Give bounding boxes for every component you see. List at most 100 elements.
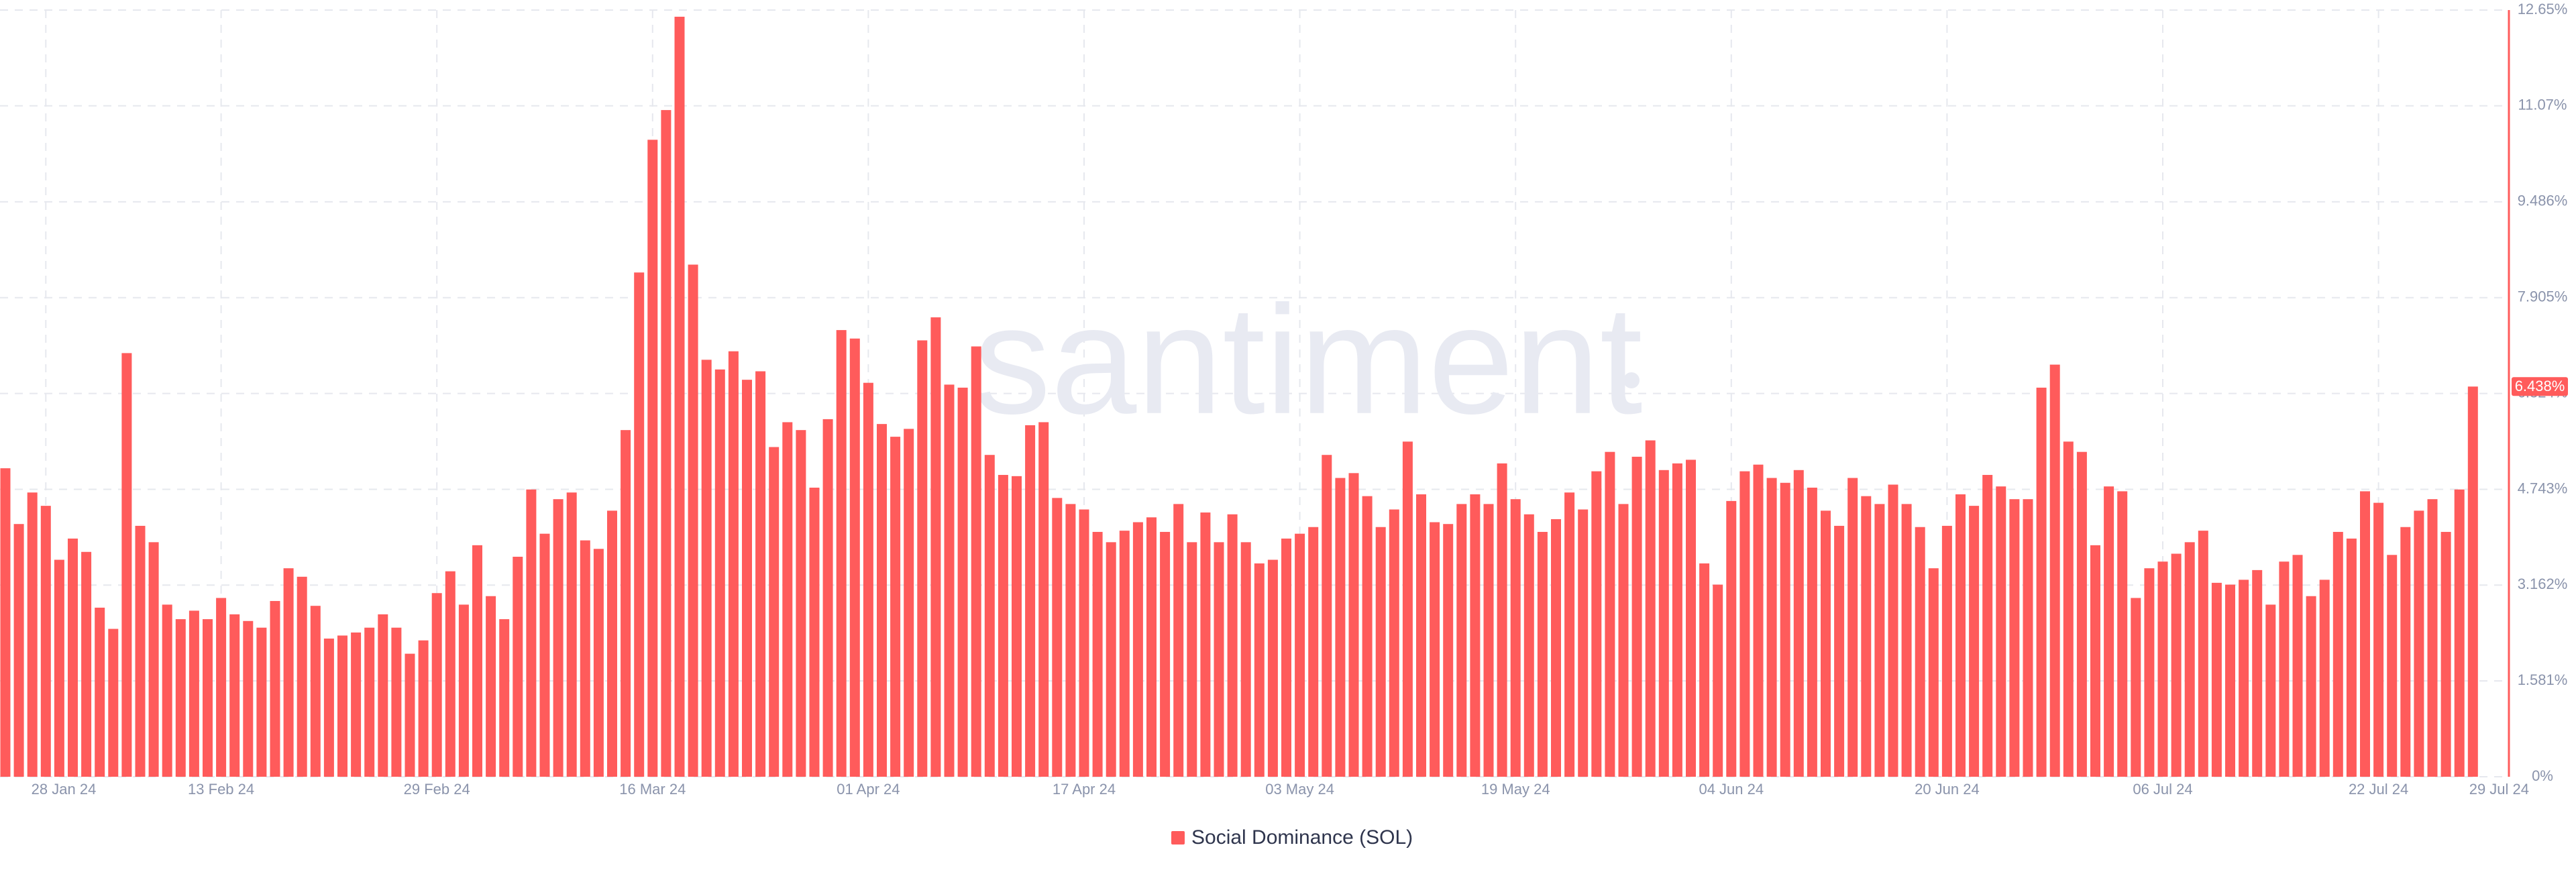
- bar: [2198, 531, 2208, 777]
- bar: [351, 632, 362, 777]
- bar: [1079, 509, 1089, 777]
- bar: [1686, 459, 1696, 777]
- bar: [2265, 604, 2276, 777]
- bar: [81, 551, 92, 777]
- bar: [418, 640, 429, 777]
- bar: [1631, 456, 1642, 777]
- bar: [1793, 470, 1804, 777]
- bar: [1430, 522, 1440, 777]
- bar: [755, 371, 766, 777]
- bar: [2414, 510, 2424, 777]
- bar: [1322, 455, 1332, 777]
- bar: [472, 545, 482, 777]
- bar: [1375, 527, 1386, 777]
- bar: [1173, 504, 1184, 777]
- bar: [391, 627, 402, 777]
- bar: [1092, 531, 1103, 777]
- x-tick-label: 04 Jun 24: [1699, 781, 1764, 798]
- bar: [796, 430, 806, 777]
- bar: [2171, 553, 2182, 777]
- bar: [877, 424, 887, 777]
- bar: [1780, 482, 1790, 777]
- bar: [1443, 524, 1454, 777]
- bar: [1281, 538, 1291, 777]
- watermark-dot: [1623, 372, 1640, 388]
- bar: [1941, 525, 1952, 777]
- bar: [1726, 500, 1737, 777]
- bar: [513, 557, 523, 777]
- bar: [2049, 364, 2060, 777]
- y-tick-label: 12.65%: [2518, 1, 2568, 17]
- bar: [2239, 580, 2249, 777]
- bar: [121, 353, 132, 777]
- bar: [1996, 486, 2006, 777]
- bar: [1874, 504, 1885, 777]
- bar: [2131, 598, 2141, 777]
- bar: [40, 506, 51, 777]
- bar: [2332, 531, 2343, 777]
- bar: [1012, 476, 1022, 777]
- bar: [782, 422, 793, 777]
- bar: [2009, 499, 2020, 777]
- bar: [930, 317, 941, 777]
- labels: 0%1.581%3.162%4.743%6.324%7.905%9.486%11…: [32, 1, 2568, 849]
- bar: [2387, 555, 2398, 777]
- bar: [203, 619, 213, 777]
- bar: [917, 340, 928, 777]
- bar: [1254, 563, 1265, 777]
- bar: [2090, 545, 2100, 777]
- bar: [189, 610, 199, 777]
- bar: [2279, 561, 2290, 777]
- bar: [1456, 504, 1467, 777]
- bar: [2225, 584, 2235, 777]
- bar: [54, 559, 64, 777]
- bar: [1483, 504, 1494, 777]
- bar: [688, 264, 698, 777]
- bar: [1928, 568, 1939, 777]
- bar: [714, 369, 725, 777]
- bar: [1564, 492, 1575, 777]
- bar: [378, 614, 388, 777]
- bar: [2373, 502, 2384, 777]
- bar: [256, 627, 267, 777]
- bar: [445, 571, 455, 777]
- bar: [904, 429, 914, 777]
- bar: [1146, 517, 1157, 777]
- bar: [458, 604, 469, 777]
- bar: [593, 549, 604, 777]
- value-label: 6.438%: [2515, 378, 2565, 394]
- bar: [1160, 531, 1171, 777]
- y-tick-label: 0%: [2532, 767, 2553, 784]
- bar: [1753, 464, 1764, 777]
- bar: [2306, 596, 2316, 777]
- bar: [957, 387, 968, 777]
- bar: [1645, 440, 1656, 777]
- bar: [499, 619, 510, 777]
- bar: [2023, 499, 2033, 777]
- bar: [2319, 580, 2330, 777]
- bar: [1295, 533, 1305, 777]
- bar: [2144, 568, 2155, 777]
- bar: [1416, 494, 1426, 777]
- bar: [1847, 478, 1858, 777]
- x-tick-label: 29 Jul 24: [2469, 781, 2529, 798]
- bar: [2117, 491, 2128, 777]
- x-tick-label: 03 May 24: [1265, 781, 1334, 798]
- bar: [1982, 475, 1993, 777]
- bar: [486, 596, 496, 777]
- bar: [661, 110, 672, 777]
- bar: [2252, 569, 2263, 777]
- x-tick-label: 29 Feb 24: [404, 781, 470, 798]
- x-tick-label: 20 Jun 24: [1915, 781, 1980, 798]
- bar: [566, 492, 577, 777]
- x-tick-label: 01 Apr 24: [837, 781, 900, 798]
- bar: [1537, 531, 1548, 777]
- bars: [0, 16, 2478, 777]
- x-tick-label: 13 Feb 24: [188, 781, 254, 798]
- bar: [13, 524, 24, 777]
- bar: [2036, 387, 2047, 777]
- x-tick-label: 16 Mar 24: [619, 781, 686, 798]
- bar: [1025, 425, 1036, 777]
- bar: [2360, 491, 2370, 777]
